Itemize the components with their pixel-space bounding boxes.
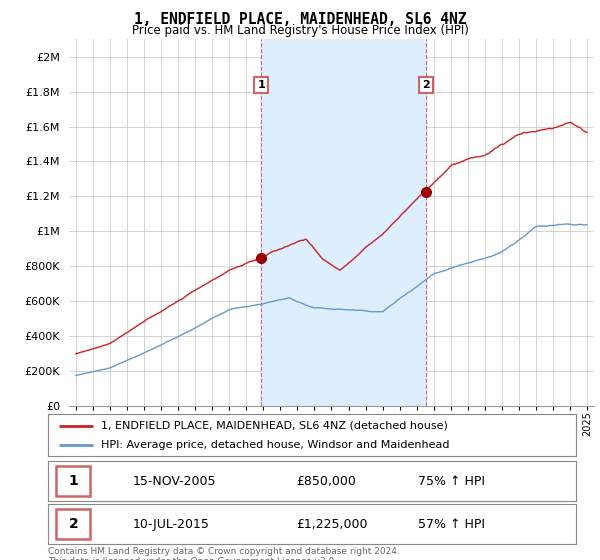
Text: 2: 2: [422, 80, 430, 90]
Text: 2: 2: [68, 517, 78, 531]
Text: 1, ENDFIELD PLACE, MAIDENHEAD, SL6 4NZ: 1, ENDFIELD PLACE, MAIDENHEAD, SL6 4NZ: [134, 12, 466, 27]
Text: 57% ↑ HPI: 57% ↑ HPI: [418, 517, 485, 531]
Text: £850,000: £850,000: [296, 474, 356, 488]
FancyBboxPatch shape: [56, 466, 90, 496]
FancyBboxPatch shape: [56, 509, 90, 539]
Text: 10-JUL-2015: 10-JUL-2015: [133, 517, 209, 531]
Bar: [261, 39, 426, 406]
Text: 1, ENDFIELD PLACE, MAIDENHEAD, SL6 4NZ (detached house): 1, ENDFIELD PLACE, MAIDENHEAD, SL6 4NZ (…: [101, 421, 448, 431]
Text: 75% ↑ HPI: 75% ↑ HPI: [418, 474, 485, 488]
Text: 1: 1: [68, 474, 78, 488]
Text: Price paid vs. HM Land Registry's House Price Index (HPI): Price paid vs. HM Land Registry's House …: [131, 24, 469, 36]
Text: £1,225,000: £1,225,000: [296, 517, 368, 531]
Text: 1: 1: [257, 80, 265, 90]
Text: HPI: Average price, detached house, Windsor and Maidenhead: HPI: Average price, detached house, Wind…: [101, 440, 449, 450]
Text: Contains HM Land Registry data © Crown copyright and database right 2024.
This d: Contains HM Land Registry data © Crown c…: [48, 547, 400, 560]
Text: 15-NOV-2005: 15-NOV-2005: [133, 474, 216, 488]
